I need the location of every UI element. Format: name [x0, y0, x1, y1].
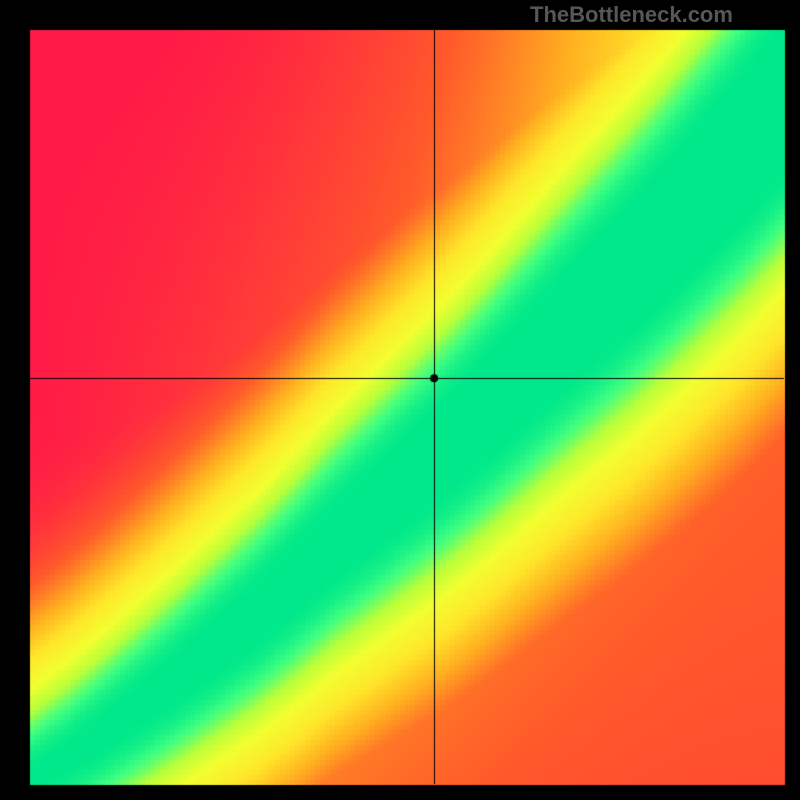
- watermark-text: TheBottleneck.com: [530, 2, 733, 28]
- chart-container: TheBottleneck.com: [0, 0, 800, 800]
- heatmap-canvas: [0, 0, 800, 800]
